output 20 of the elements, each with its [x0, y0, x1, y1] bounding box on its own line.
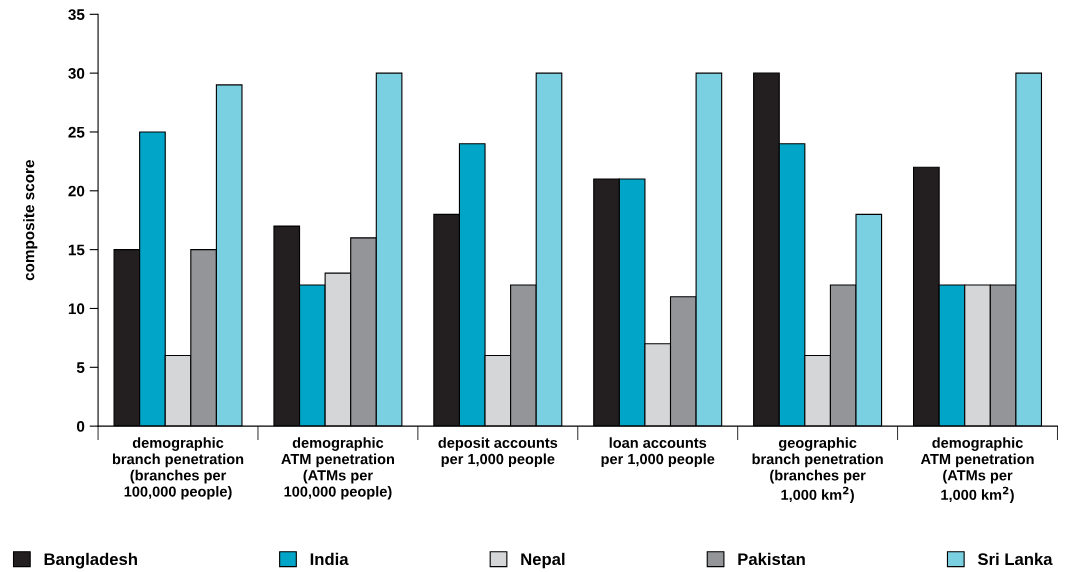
legend-label: Nepal	[521, 552, 565, 569]
x-tick-label: deposit accounts per 1,000 people	[438, 437, 558, 468]
legend-label: Pakistan	[738, 552, 805, 566]
x-tick-label: demographic ATM penetration (ATMs per 1,000 km$^{2}$)	[920, 437, 1034, 503]
y-tick-label: 0	[76, 421, 85, 432]
x-tick-label: geographic branch penetration (branches per 1,000 km$^{2}$)	[752, 437, 883, 503]
x-tick-label: loan accounts per 1,000 people	[601, 437, 715, 468]
legend-label: India	[310, 552, 349, 566]
y-tick-label: 5	[76, 362, 85, 373]
y-tick-label: 10	[68, 303, 85, 315]
legend-label: Sri Lanka	[977, 552, 1053, 566]
y-tick-label: 20	[68, 185, 85, 197]
y-axis-title: composite score	[23, 160, 38, 281]
y-tick-label: 35	[68, 9, 85, 21]
y-tick-label: 15	[68, 244, 85, 256]
y-tick-label: 25	[68, 126, 85, 138]
x-tick-label: demographic ATM penetration (ATMs per 100,000 people)	[281, 437, 395, 500]
y-tick-label: 30	[68, 68, 85, 79]
x-tick-label: demographic branch penetration (branches per 100,000 people)	[112, 437, 244, 500]
legend-label: Bangladesh	[44, 552, 137, 569]
